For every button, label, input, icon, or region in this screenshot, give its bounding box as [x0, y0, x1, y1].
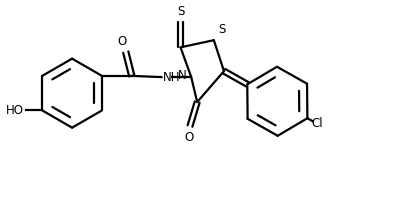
- Text: S: S: [217, 23, 225, 36]
- Text: HO: HO: [6, 104, 24, 117]
- Text: N: N: [178, 69, 187, 82]
- Text: O: O: [117, 35, 126, 48]
- Text: Cl: Cl: [310, 117, 322, 130]
- Text: S: S: [177, 5, 184, 18]
- Text: O: O: [184, 131, 193, 144]
- Text: NH: NH: [162, 71, 180, 84]
